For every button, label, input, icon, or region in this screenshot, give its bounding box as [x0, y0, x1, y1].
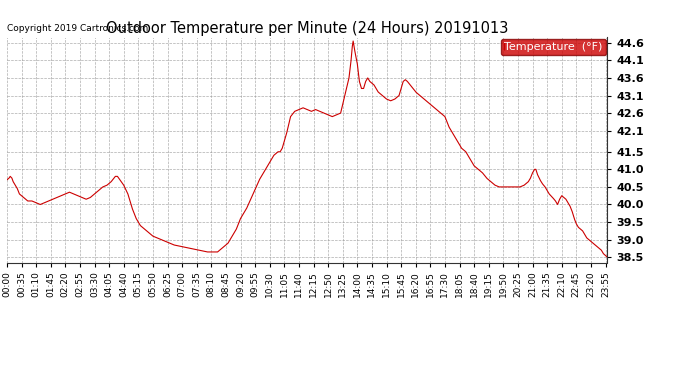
- Title: Outdoor Temperature per Minute (24 Hours) 20191013: Outdoor Temperature per Minute (24 Hours…: [106, 21, 509, 36]
- Legend: Temperature  (°F): Temperature (°F): [501, 39, 606, 55]
- Text: Copyright 2019 Cartronics.com: Copyright 2019 Cartronics.com: [7, 24, 148, 33]
